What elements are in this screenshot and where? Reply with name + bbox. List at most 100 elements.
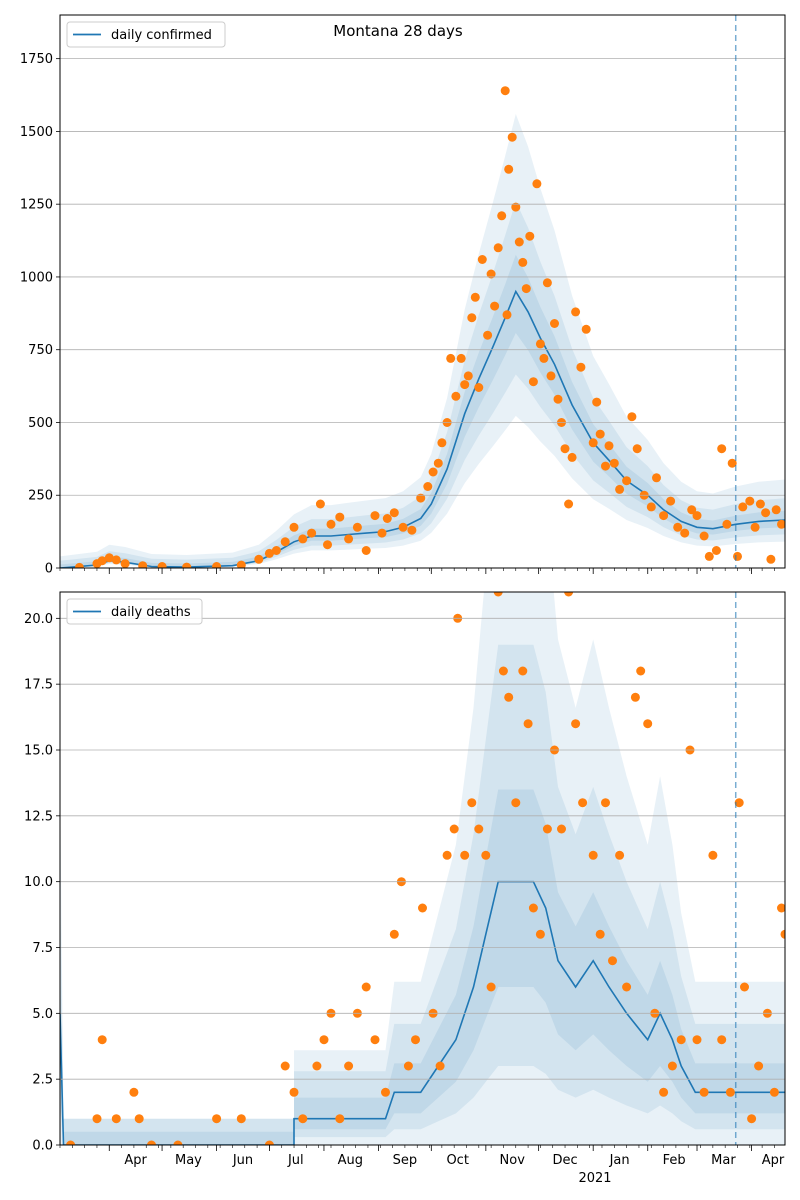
data-point [588, 438, 598, 448]
data-point [766, 554, 776, 564]
data-point [467, 798, 477, 808]
x-tick-label: May [175, 1153, 202, 1168]
y-tick-label: 17.5 [24, 678, 53, 693]
data-point [711, 546, 721, 555]
data-point [740, 982, 749, 992]
data-point [615, 484, 625, 494]
data-point [604, 441, 614, 451]
data-point [601, 798, 610, 808]
data-point [627, 412, 637, 422]
data-point [539, 353, 549, 363]
data-point [389, 508, 399, 518]
y-tick-label: 5.0 [32, 1007, 53, 1022]
axes-frame [59, 14, 786, 569]
data-point [361, 982, 371, 992]
axes-frame [59, 591, 786, 1146]
data-point [699, 1087, 709, 1097]
data-point [699, 531, 709, 541]
data-point [615, 850, 625, 860]
data-point [467, 313, 477, 323]
data-point [725, 1087, 735, 1097]
data-point [344, 1061, 354, 1071]
data-point [418, 903, 427, 913]
data-point [271, 546, 281, 555]
y-tick-label: 1750 [20, 52, 53, 67]
data-point [111, 555, 121, 565]
data-point [236, 560, 246, 568]
data-point [609, 458, 619, 468]
data-point [97, 1035, 107, 1045]
data-point [92, 1114, 102, 1124]
x-tick-label: Apr [124, 1153, 147, 1168]
x-tick-label: Jun [232, 1153, 253, 1168]
data-point [576, 362, 586, 372]
data-point [717, 1035, 727, 1045]
data-point [104, 553, 114, 563]
data-point [542, 824, 552, 834]
y-tick-label: 7.5 [32, 941, 53, 956]
data-point [335, 512, 345, 522]
data-point [521, 284, 531, 294]
x-tick-label: Aug [338, 1153, 363, 1168]
y-tick-label: 500 [28, 416, 53, 431]
data-point [601, 461, 610, 471]
data-point [470, 292, 480, 302]
data-point [747, 1114, 757, 1124]
data-point [361, 546, 371, 555]
y-tick-label: 2.5 [32, 1073, 53, 1088]
data-point [335, 1114, 345, 1124]
data-point [157, 562, 167, 568]
data-point [298, 1114, 308, 1124]
data-point [352, 522, 362, 532]
data-point [632, 444, 642, 454]
data-point [493, 243, 503, 253]
data-point [630, 692, 640, 702]
data-point [738, 502, 748, 512]
x-tick-label: Oct [446, 1153, 468, 1168]
data-point [571, 307, 581, 317]
uncertainty-band [60, 644, 785, 1145]
data-point [120, 559, 130, 568]
data-point [692, 511, 702, 521]
data-point [319, 1035, 329, 1045]
data-point [138, 561, 148, 568]
data-point [398, 522, 408, 532]
data-point [754, 1061, 764, 1071]
x-tick-label: Nov [500, 1153, 526, 1168]
data-point [483, 330, 493, 340]
data-point [532, 179, 542, 189]
y-tick-label: 10.0 [24, 875, 53, 890]
y-tick-label: 1000 [20, 270, 53, 285]
x-tick-label: Apr [762, 1153, 785, 1168]
data-point [307, 528, 317, 538]
data-point [129, 1087, 139, 1097]
x-tick-label: Mar [711, 1153, 736, 1168]
y-tick-label: 0.0 [32, 1139, 53, 1154]
data-point [571, 719, 581, 729]
data-point [528, 377, 538, 387]
data-point [493, 592, 503, 597]
data-point [704, 551, 714, 561]
data-point [643, 719, 653, 729]
data-point [182, 562, 192, 568]
data-point [435, 1061, 445, 1071]
data-point [646, 502, 656, 512]
data-point [147, 1140, 156, 1145]
data-point [212, 562, 222, 568]
data-point [722, 519, 732, 529]
legend-label: daily confirmed [111, 28, 212, 43]
data-point [557, 824, 566, 834]
data-point [423, 482, 433, 491]
data-point [460, 380, 470, 390]
data-point [344, 534, 354, 544]
data-point [511, 202, 521, 212]
data-point [403, 1061, 413, 1071]
data-point [382, 514, 392, 523]
data-point [280, 537, 290, 547]
data-point [518, 666, 528, 676]
data-point [428, 467, 438, 477]
data-point [523, 719, 533, 729]
data-point [411, 1035, 420, 1045]
y-tick-label: 750 [28, 343, 53, 358]
plot-area [60, 86, 785, 568]
